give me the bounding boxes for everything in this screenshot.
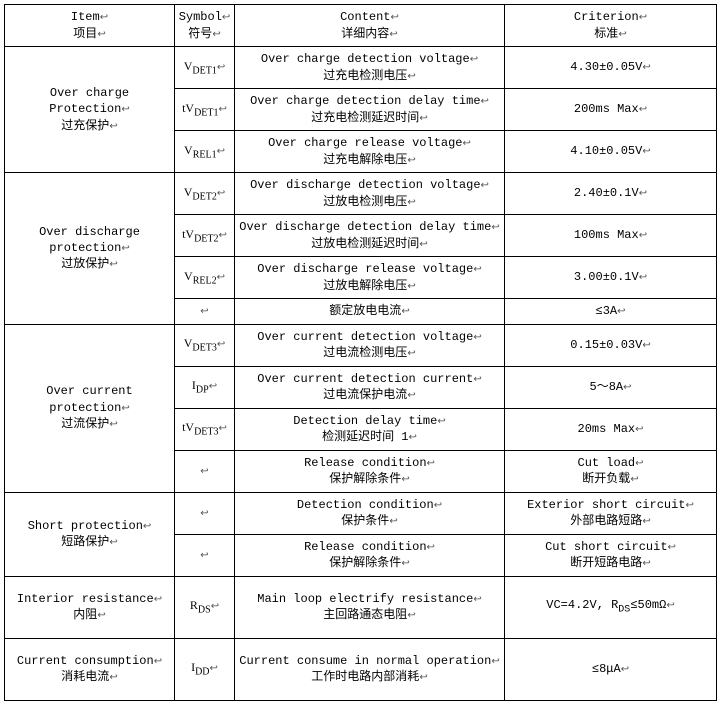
header-symbol: Symbol↩ 符号↩ (175, 5, 235, 47)
criterion-cell: Cut load↩断开负载↩ (505, 450, 717, 492)
content-cell: Release condition↩保护解除条件↩ (235, 534, 505, 576)
symbol-cell: ↩ (175, 534, 235, 576)
table-row: Over discharge protection↩过放保护↩VDET2↩Ove… (5, 173, 717, 215)
content-cell: Detection delay time↩检测延迟时间 1↩ (235, 408, 505, 450)
content-cell: Over current detection voltage↩过电流检测电压↩ (235, 324, 505, 366)
criterion-cell: Exterior short circuit↩外部电路短路↩ (505, 492, 717, 534)
content-cell: Over current detection current↩过电流保护电流↩ (235, 366, 505, 408)
spec-table: Item↩ 项目↩ Symbol↩ 符号↩ Content↩ 详细内容↩ Cri… (4, 4, 717, 701)
symbol-cell: ↩ (175, 492, 235, 534)
criterion-cell: Cut short circuit↩断开短路电路↩ (505, 534, 717, 576)
group-name-cell: Over charge Protection↩过充保护↩ (5, 47, 175, 173)
group-name-cell: Short protection↩短路保护↩ (5, 492, 175, 576)
group-name-cell: Over current protection↩过流保护↩ (5, 324, 175, 492)
criterion-cell: 3.00±0.1V↩ (505, 257, 717, 299)
criterion-cell: 20ms Max↩ (505, 408, 717, 450)
content-cell: Over charge detection delay time↩过充电检测延迟… (235, 89, 505, 131)
header-row: Item↩ 项目↩ Symbol↩ 符号↩ Content↩ 详细内容↩ Cri… (5, 5, 717, 47)
criterion-cell: 200ms Max↩ (505, 89, 717, 131)
content-cell: Over charge detection voltage↩过充电检测电压↩ (235, 47, 505, 89)
symbol-cell: VDET1↩ (175, 47, 235, 89)
symbol-cell: VDET3↩ (175, 324, 235, 366)
criterion-cell: ≤8μA↩ (505, 638, 717, 700)
table-row: Current consumption↩消耗电流↩IDD↩Current con… (5, 638, 717, 700)
symbol-cell: RDS↩ (175, 576, 235, 638)
content-cell: Over discharge release voltage↩过放电解除电压↩ (235, 257, 505, 299)
criterion-cell: 0.15±0.03V↩ (505, 324, 717, 366)
criterion-cell: ≤3A↩ (505, 299, 717, 325)
header-content: Content↩ 详细内容↩ (235, 5, 505, 47)
symbol-cell: tVDET3↩ (175, 408, 235, 450)
header-item: Item↩ 项目↩ (5, 5, 175, 47)
symbol-cell: VREL1↩ (175, 131, 235, 173)
table-row: Interior resistance↩内阻↩RDS↩Main loop ele… (5, 576, 717, 638)
content-cell: Over discharge detection voltage↩过放电检测电压… (235, 173, 505, 215)
criterion-cell: VC=4.2V, RDS≤50mΩ↩ (505, 576, 717, 638)
symbol-cell: IDP↩ (175, 366, 235, 408)
criterion-cell: 2.40±0.1V↩ (505, 173, 717, 215)
content-cell: 额定放电电流↩ (235, 299, 505, 325)
content-cell: Main loop electrify resistance↩主回路通态电阻↩ (235, 576, 505, 638)
table-row: Over charge Protection↩过充保护↩VDET1↩Over c… (5, 47, 717, 89)
table-row: Over current protection↩过流保护↩VDET3↩Over … (5, 324, 717, 366)
symbol-cell: ↩ (175, 299, 235, 325)
symbol-cell: tVDET2↩ (175, 215, 235, 257)
symbol-cell: VREL2↩ (175, 257, 235, 299)
symbol-cell: VDET2↩ (175, 173, 235, 215)
header-criterion: Criterion↩ 标准↩ (505, 5, 717, 47)
criterion-cell: 4.10±0.05V↩ (505, 131, 717, 173)
symbol-cell: ↩ (175, 450, 235, 492)
group-name-cell: Current consumption↩消耗电流↩ (5, 638, 175, 700)
content-cell: Over charge release voltage↩过充电解除电压↩ (235, 131, 505, 173)
criterion-cell: 5～8A↩ (505, 366, 717, 408)
content-cell: Over discharge detection delay time↩过放电检… (235, 215, 505, 257)
criterion-cell: 4.30±0.05V↩ (505, 47, 717, 89)
content-cell: Detection condition↩保护条件↩ (235, 492, 505, 534)
criterion-cell: 100ms Max↩ (505, 215, 717, 257)
table-row: Short protection↩短路保护↩↩Detection conditi… (5, 492, 717, 534)
content-cell: Release condition↩保护解除条件↩ (235, 450, 505, 492)
content-cell: Current consume in normal operation↩工作时电… (235, 638, 505, 700)
symbol-cell: tVDET1↩ (175, 89, 235, 131)
symbol-cell: IDD↩ (175, 638, 235, 700)
group-name-cell: Interior resistance↩内阻↩ (5, 576, 175, 638)
group-name-cell: Over discharge protection↩过放保护↩ (5, 173, 175, 325)
